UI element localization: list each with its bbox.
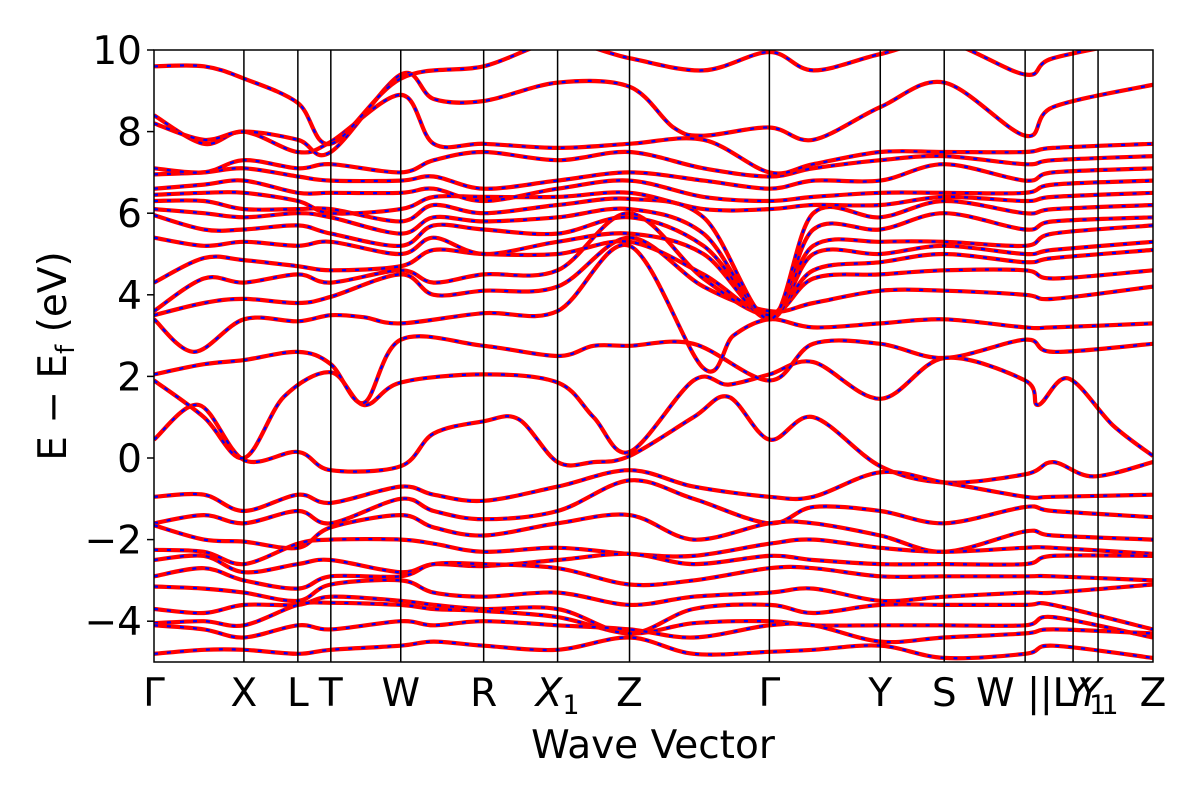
x-tick-label-4: W bbox=[381, 671, 420, 716]
band-2-primary bbox=[154, 334, 1153, 406]
y-tick-label-2: 6 bbox=[117, 192, 142, 237]
y-axis-label-main: E − E bbox=[31, 354, 76, 461]
x-tick-label-8: Γ bbox=[759, 671, 781, 716]
x-tick-label-2: L bbox=[287, 671, 309, 716]
x-tick-label-main: Y bbox=[867, 671, 892, 716]
band-1-primary bbox=[154, 355, 1153, 461]
x-tick-label-main: L bbox=[287, 671, 309, 716]
x-tick-label-main: X bbox=[534, 671, 564, 716]
x-tick-label-sub: 1 bbox=[562, 690, 579, 721]
x-tick-label-main: | Y bbox=[1040, 671, 1093, 716]
x-tick-label-main: T bbox=[318, 671, 343, 716]
kpoint-lines bbox=[243, 50, 1099, 662]
x-tick-label-12: Y1 bbox=[1078, 671, 1119, 721]
x-tick-label-main: Z bbox=[616, 671, 643, 716]
x-tick-label-9: Y bbox=[867, 671, 892, 716]
y-tick-label-7: −4 bbox=[85, 600, 143, 645]
x-axis: Γ X L T W R X1 Z Γ Y S W | L Y1| Y1 Z bbox=[143, 671, 1166, 721]
x-tick-label-0: Γ bbox=[143, 671, 165, 716]
band-23-overlay bbox=[154, 561, 1153, 590]
band-22-overlay bbox=[154, 552, 1153, 574]
x-tick-label-sub: 1 bbox=[1089, 690, 1106, 721]
x-tick-label-6: X1 bbox=[534, 671, 580, 721]
x-tick-label-main: X bbox=[231, 671, 258, 716]
x-tick-label-1: X bbox=[231, 671, 258, 716]
y-tick-label-6: −2 bbox=[85, 519, 143, 564]
x-axis-label: Wave Vector bbox=[531, 723, 776, 768]
x-tick-label-main: S bbox=[932, 671, 957, 716]
y-axis-label: E − Ef (eV) bbox=[31, 251, 81, 460]
y-axis-label-sub: f bbox=[51, 344, 81, 354]
x-tick-label-main: Γ bbox=[143, 671, 165, 716]
band-10-overlay bbox=[154, 197, 1153, 321]
plot-frame bbox=[153, 49, 1154, 663]
y-tick-label-1: 8 bbox=[117, 111, 142, 156]
x-tick-label-13: | Y1 bbox=[1040, 671, 1107, 721]
band-6-overlay bbox=[154, 240, 1153, 317]
x-tick-label-main: Z bbox=[1140, 671, 1167, 716]
x-tick-label-main: R bbox=[470, 671, 497, 716]
band-0-overlay bbox=[154, 395, 1153, 484]
x-tick-label-main: W | L bbox=[976, 671, 1074, 716]
x-tick-label-sub: 1 bbox=[1101, 690, 1118, 721]
x-tick-label-main: W bbox=[381, 671, 420, 716]
x-tick-label-main: Γ bbox=[759, 671, 781, 716]
y-axis: 10 8 6 4 2 0 −2 −4 bbox=[85, 29, 154, 645]
x-tick-label-10: S bbox=[932, 671, 957, 716]
y-tick-label-4: 2 bbox=[117, 355, 142, 400]
x-tick-label-7: Z bbox=[616, 671, 643, 716]
y-tick-label-5: 0 bbox=[117, 437, 142, 482]
y-axis-label-unit: (eV) bbox=[31, 251, 76, 345]
band-5-overlay bbox=[154, 212, 1153, 317]
x-tick-label-5: R bbox=[470, 671, 497, 716]
x-tick-label-14: Z bbox=[1140, 671, 1167, 716]
band-16-overlay bbox=[154, 71, 1153, 157]
x-tick-label-3: T bbox=[318, 671, 343, 716]
x-tick-label-11: W | L bbox=[976, 671, 1074, 716]
y-tick-label-0: 10 bbox=[92, 29, 142, 74]
y-tick-label-3: 4 bbox=[117, 274, 142, 319]
x-tick-label-main: Y bbox=[1078, 671, 1105, 716]
